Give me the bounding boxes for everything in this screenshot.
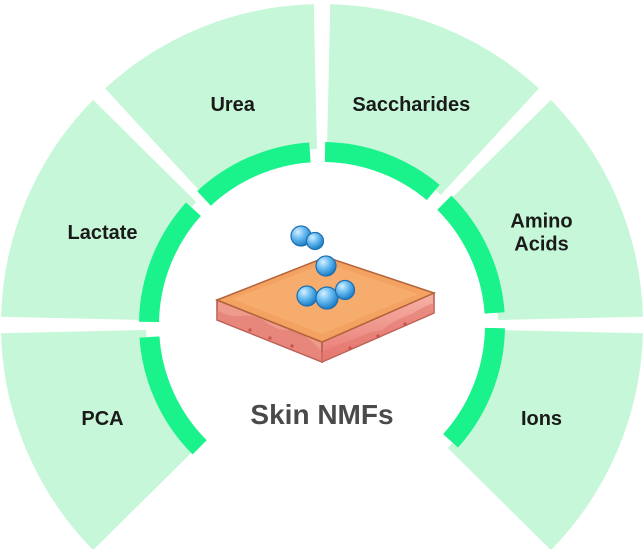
arrow-head-saccharides xyxy=(366,169,399,182)
segment-label-line: Saccharides xyxy=(352,94,470,116)
segment-label-urea: Urea xyxy=(210,94,255,116)
molecule-icon xyxy=(290,225,356,310)
ring-arc-saccharides xyxy=(324,142,440,201)
segment-label-pca: PCA xyxy=(81,408,123,430)
arrow-head-amino-acids xyxy=(463,246,477,278)
center-title: Skin NMFs xyxy=(250,399,393,430)
segment-label-line: Amino xyxy=(510,210,572,232)
segment-pca xyxy=(0,327,200,549)
segment-label-line: Acids xyxy=(514,233,568,255)
arrow-ring xyxy=(139,142,505,455)
ring-arc-ions xyxy=(443,327,505,448)
segment-label-saccharides: Saccharides xyxy=(352,94,470,116)
segment-label-ions: Ions xyxy=(521,408,562,430)
segment-label-amino-acids: Amino Acids xyxy=(510,210,572,255)
arrow-head-pca xyxy=(167,372,181,404)
arrow-head-ions xyxy=(463,372,477,404)
segment-label-line: PCA xyxy=(81,408,123,430)
segment-label-line: Lactate xyxy=(67,222,137,244)
ring-arc-lactate xyxy=(139,202,201,323)
segment-label-line: Ions xyxy=(521,408,562,430)
segment-label-line: Urea xyxy=(210,94,255,116)
arrow-head-urea xyxy=(245,169,278,182)
ring-arc-urea xyxy=(197,142,311,206)
segment-ions xyxy=(444,327,644,549)
labels-layer: PCA Lactate Urea Saccharides Amino Acids Ions xyxy=(67,94,572,430)
ring-arc-pca xyxy=(139,336,207,455)
arrow-head-lactate xyxy=(167,246,181,278)
segment-label-lactate: Lactate xyxy=(67,222,137,244)
ring-arc-amino-acids xyxy=(437,195,505,314)
